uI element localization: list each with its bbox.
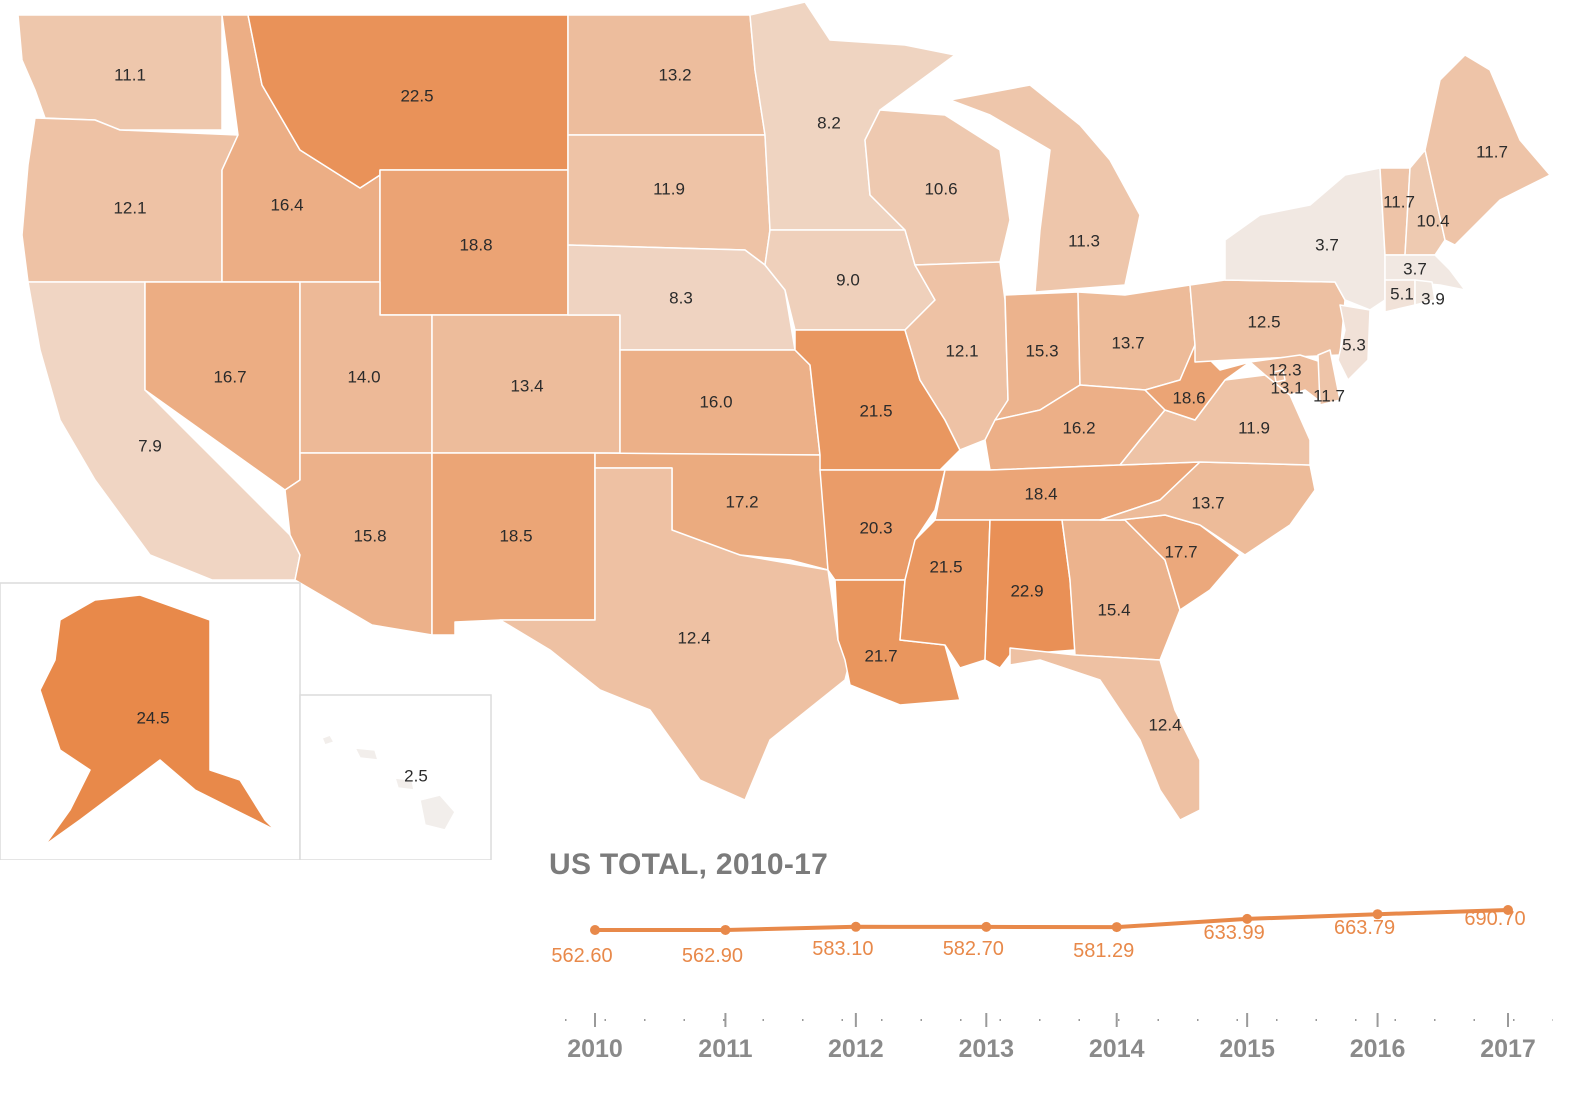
us-total-title: US TOTAL, 2010-17	[549, 848, 829, 881]
state-de[interactable]	[1317, 349, 1341, 406]
state-value-or: 12.1	[113, 198, 146, 217]
alaska-inset	[0, 582, 301, 860]
data-point-2012	[850, 921, 861, 932]
data-label-2010: 562.60	[551, 945, 612, 967]
state-value-ms: 21.5	[929, 557, 962, 576]
data-label-2015: 633.99	[1204, 922, 1265, 944]
state-value-mi: 11.3	[1068, 231, 1100, 250]
state-value-ky: 16.2	[1062, 418, 1095, 437]
us-total-series-marks: 562.60 562.90 583.10 582.70 581.29 633.99 663.…	[551, 905, 1526, 967]
state-nc[interactable]	[1099, 461, 1316, 556]
state-value-ks: 16.0	[699, 392, 732, 411]
state-il[interactable]	[904, 261, 1009, 451]
state-value-dc: 12.3	[1268, 360, 1301, 379]
us-choropleth-map: 11.1 12.1 7.9 16.4 16.7 22.5 18.8 14.0 13.4 15.8 1…	[0, 1, 1551, 860]
data-point-2013	[981, 921, 992, 932]
data-point-2016	[1372, 909, 1383, 920]
state-value-ok: 17.2	[725, 492, 758, 511]
state-value-nv: 16.7	[213, 367, 246, 386]
state-value-nj: 5.3	[1342, 335, 1366, 354]
data-point-2010	[590, 925, 600, 935]
state-value-pa: 12.5	[1247, 312, 1280, 331]
state-value-il: 12.1	[945, 341, 978, 360]
state-value-wa: 11.1	[114, 65, 146, 84]
state-value-ma: 3.7	[1403, 259, 1427, 278]
state-value-az: 15.8	[353, 526, 386, 545]
data-label-2011: 562.90	[682, 945, 743, 967]
state-value-de: 11.7	[1313, 386, 1345, 405]
state-value-nc: 13.7	[1191, 493, 1224, 512]
state-mi[interactable]	[949, 84, 1141, 293]
x-tick-label-2011: 2011	[698, 1035, 752, 1063]
state-value-ia: 9.0	[836, 270, 860, 289]
state-value-ri: 3.9	[1421, 289, 1445, 308]
data-label-2012: 583.10	[812, 938, 873, 960]
data-label-2017: 690.70	[1464, 908, 1525, 930]
data-point-2014	[1111, 922, 1122, 933]
state-nj[interactable]	[1337, 304, 1371, 381]
data-label-2014: 581.29	[1073, 940, 1134, 962]
state-value-mo: 21.5	[859, 401, 892, 420]
states-layer	[17, 1, 1551, 821]
state-value-sc: 17.7	[1164, 542, 1197, 561]
state-value-va: 11.9	[1238, 418, 1270, 437]
state-value-nm: 18.5	[499, 526, 532, 545]
state-fl[interactable]	[1009, 647, 1201, 821]
state-value-vt: 11.7	[1383, 192, 1415, 211]
state-md[interactable]	[1249, 354, 1331, 401]
state-value-in: 15.3	[1025, 341, 1058, 360]
state-value-la: 21.7	[864, 646, 897, 665]
state-value-ca: 7.9	[138, 436, 162, 455]
x-tick-label-2017: 2017	[1480, 1035, 1536, 1063]
state-value-mt: 22.5	[400, 86, 433, 105]
state-hi[interactable]	[321, 734, 456, 831]
data-point-2011	[720, 924, 731, 935]
state-value-wy: 18.8	[459, 235, 492, 254]
x-axis-ticks: 2010 2011 2012 2013 2014 2015 2016 2017	[567, 1013, 1536, 1063]
state-value-wv: 18.6	[1172, 388, 1205, 407]
state-value-wi: 10.6	[924, 179, 957, 198]
state-value-nh: 10.4	[1416, 211, 1449, 230]
state-value-al: 22.9	[1010, 581, 1043, 600]
state-ri[interactable]	[1414, 279, 1436, 306]
x-tick-label-2010: 2010	[567, 1035, 623, 1063]
x-tick-label-2012: 2012	[828, 1035, 884, 1063]
state-value-mn: 8.2	[817, 113, 841, 132]
x-tick-label-2015: 2015	[1219, 1035, 1275, 1063]
x-tick-label-2016: 2016	[1350, 1035, 1406, 1063]
data-point-2017	[1503, 905, 1513, 915]
hawaii-inset	[299, 694, 492, 860]
state-value-oh: 13.7	[1111, 333, 1144, 352]
data-point-2015	[1242, 913, 1253, 924]
state-value-labels: 11.1 12.1 7.9 16.4 16.7 22.5 18.8 14.0 13.4 15.8 1…	[113, 65, 1507, 785]
state-value-id: 16.4	[270, 195, 303, 214]
state-nh[interactable]	[1404, 149, 1446, 256]
state-value-ar: 20.3	[859, 518, 892, 537]
state-value-me: 11.7	[1476, 142, 1508, 161]
x-tick-label-2014: 2014	[1089, 1035, 1145, 1063]
state-value-ct: 5.1	[1390, 284, 1414, 303]
state-value-sd: 11.9	[653, 179, 685, 198]
us-total-series-line	[595, 908, 1509, 932]
state-value-ak: 24.5	[136, 708, 169, 727]
data-label-2013: 582.70	[943, 938, 1004, 960]
state-value-tn: 18.4	[1024, 484, 1057, 503]
x-tick-label-2013: 2013	[958, 1035, 1014, 1063]
state-value-ut: 14.0	[347, 367, 380, 386]
data-label-2016: 663.79	[1334, 917, 1395, 939]
state-me[interactable]	[1424, 54, 1551, 246]
state-value-ga: 15.4	[1097, 600, 1130, 619]
state-value-co: 13.4	[510, 376, 543, 395]
state-value-ny: 3.7	[1315, 235, 1339, 254]
state-ak[interactable]	[39, 594, 276, 846]
state-dc[interactable]	[1273, 369, 1286, 383]
state-value-md: 13.1	[1270, 378, 1303, 397]
state-tx[interactable]	[499, 467, 851, 801]
us-total-line-chart: 2010 2011 2012 2013 2014 2015 2016 2017 562.60 5…	[551, 905, 1553, 1063]
state-value-fl: 12.4	[1148, 715, 1181, 734]
state-value-tx: 12.4	[677, 628, 710, 647]
state-value-nd: 13.2	[658, 65, 691, 84]
state-value-hi: 2.5	[404, 766, 428, 785]
state-value-ne: 8.3	[669, 288, 693, 307]
